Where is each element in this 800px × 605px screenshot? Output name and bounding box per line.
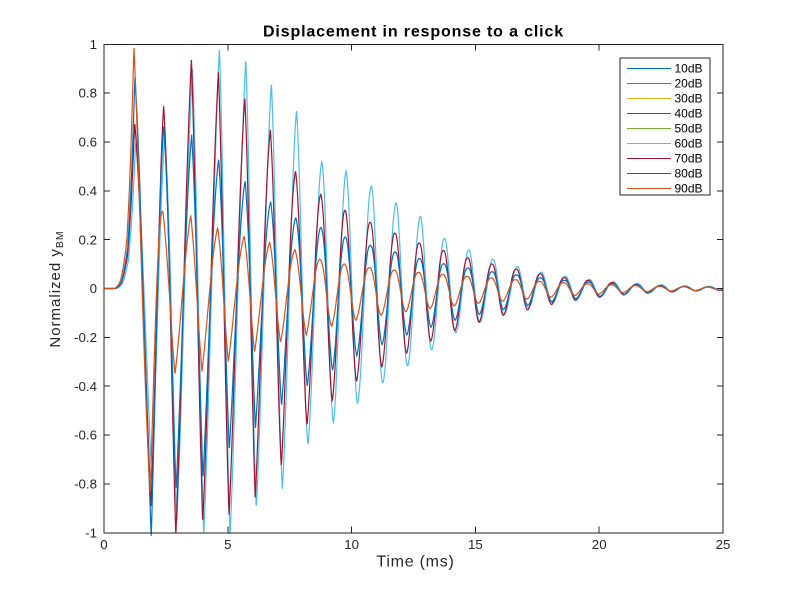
svg-text:0.4: 0.4 [79,184,98,199]
svg-text:5: 5 [224,537,231,552]
svg-text:40dB: 40dB [675,107,703,121]
svg-text:0.8: 0.8 [79,86,98,101]
svg-text:Normalized yBM: Normalized yBM [47,230,66,347]
svg-text:20dB: 20dB [675,77,703,91]
svg-text:80dB: 80dB [675,167,703,181]
svg-text:Time (ms): Time (ms) [376,554,454,571]
svg-text:90dB: 90dB [675,182,703,196]
svg-text:1: 1 [90,37,97,52]
svg-text:15: 15 [468,537,483,552]
svg-text:10dB: 10dB [675,62,703,76]
svg-text:-0.8: -0.8 [74,477,97,492]
svg-text:30dB: 30dB [675,92,703,106]
svg-text:20: 20 [592,537,607,552]
svg-text:-1: -1 [85,525,97,540]
svg-text:25: 25 [716,537,731,552]
svg-text:0.6: 0.6 [79,135,98,150]
svg-text:0.2: 0.2 [79,232,98,247]
svg-text:0: 0 [100,537,107,552]
svg-text:-0.2: -0.2 [74,330,97,345]
svg-text:10: 10 [344,537,359,552]
svg-text:-0.4: -0.4 [74,379,97,394]
svg-text:60dB: 60dB [675,137,703,151]
svg-text:Displacement in response to a: Displacement in response to a click [263,24,564,41]
svg-text:-0.6: -0.6 [74,428,97,443]
svg-text:50dB: 50dB [675,122,703,136]
svg-text:70dB: 70dB [675,152,703,166]
svg-text:0: 0 [90,281,97,296]
